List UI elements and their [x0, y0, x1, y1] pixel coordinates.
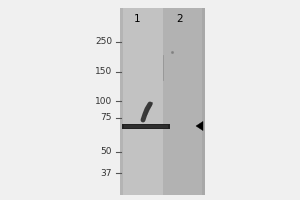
Text: 37: 37 — [100, 168, 112, 178]
Text: 75: 75 — [100, 114, 112, 122]
Bar — [163, 8, 205, 195]
Text: 50: 50 — [100, 148, 112, 156]
Text: 150: 150 — [95, 68, 112, 76]
Bar — [202, 8, 205, 195]
Bar — [120, 8, 163, 195]
Text: 1: 1 — [134, 14, 140, 24]
Text: 250: 250 — [95, 38, 112, 46]
Bar — [120, 8, 123, 195]
Polygon shape — [196, 121, 203, 131]
Text: 2: 2 — [177, 14, 183, 24]
Text: 100: 100 — [95, 97, 112, 106]
Bar — [124, 124, 168, 128]
Bar — [122, 123, 170, 129]
